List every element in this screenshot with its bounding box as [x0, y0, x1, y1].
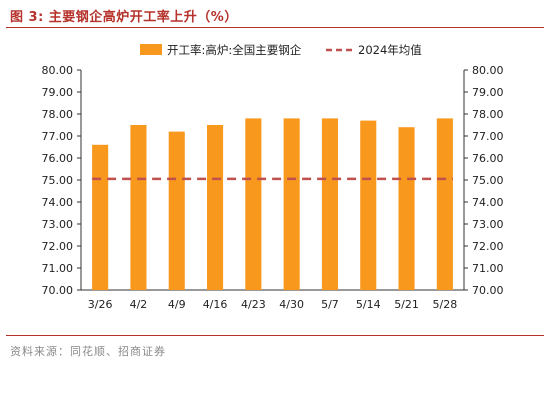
y-tick-label-left: 74.00 [42, 196, 74, 209]
legend-bar-label: 开工率:高炉:全国主要钢企 [167, 43, 302, 57]
x-tick-label: 4/23 [241, 298, 266, 311]
y-tick-label-left: 71.00 [42, 262, 74, 275]
x-tick-label: 5/21 [394, 298, 419, 311]
x-tick-label: 5/7 [321, 298, 339, 311]
y-tick-label-left: 78.00 [42, 108, 74, 121]
legend: 开工率:高炉:全国主要钢企 2024年均值 [140, 43, 422, 57]
y-tick-label-right: 74.00 [472, 196, 504, 209]
source-divider [6, 335, 544, 336]
y-tick-label-right: 75.00 [472, 174, 504, 187]
y-tick-label-right: 70.00 [472, 284, 504, 297]
y-tick-label-left: 76.00 [42, 152, 74, 165]
chart-title: 图 3: 主要钢企高炉开工率上升（%） [10, 10, 238, 25]
title-divider [6, 27, 544, 28]
y-tick-label-left: 77.00 [42, 130, 74, 143]
x-tick-label: 4/2 [130, 298, 148, 311]
bar [283, 118, 300, 291]
y-tick-label-right: 73.00 [472, 218, 504, 231]
y-tick-label-left: 70.00 [42, 284, 74, 297]
x-tick-label: 5/28 [432, 298, 457, 311]
x-tick-label: 5/14 [356, 298, 381, 311]
legend-avg-label: 2024年均值 [358, 43, 422, 57]
y-tick-label-left: 79.00 [42, 86, 74, 99]
x-tick-label: 4/16 [203, 298, 228, 311]
bar [321, 118, 338, 291]
y-tick-label-left: 80.00 [42, 64, 74, 77]
plot-area: 70.00 70.00 71.00 71.00 72.00 72.00 73.00 73.00… [42, 64, 504, 311]
y-tick-label-left: 75.00 [42, 174, 74, 187]
bar [436, 118, 453, 291]
y-tick-label-right: 71.00 [472, 262, 504, 275]
source-note: 资料来源：同花顺、招商证券 [10, 345, 166, 358]
x-tick-label: 4/30 [279, 298, 304, 311]
y-tick-label-right: 77.00 [472, 130, 504, 143]
y-tick-label-right: 78.00 [472, 108, 504, 121]
bar [130, 125, 147, 290]
x-tick-label: 3/26 [88, 298, 113, 311]
bar-chart: 开工率:高炉:全国主要钢企 2024年均值 70.00 70.00 71.00 71.… [42, 43, 504, 311]
bar [360, 120, 377, 290]
legend-bar-swatch [140, 44, 162, 55]
y-tick-label-left: 72.00 [42, 240, 74, 253]
y-tick-label-right: 80.00 [472, 64, 504, 77]
bar [398, 127, 415, 290]
y-tick-label-right: 79.00 [472, 86, 504, 99]
bar [245, 118, 262, 291]
x-tick-label: 4/9 [168, 298, 186, 311]
y-tick-label-right: 72.00 [472, 240, 504, 253]
y-tick-label-right: 76.00 [472, 152, 504, 165]
bar [92, 144, 109, 290]
bar [168, 131, 185, 290]
y-tick-label-left: 73.00 [42, 218, 74, 231]
bar [207, 125, 224, 290]
